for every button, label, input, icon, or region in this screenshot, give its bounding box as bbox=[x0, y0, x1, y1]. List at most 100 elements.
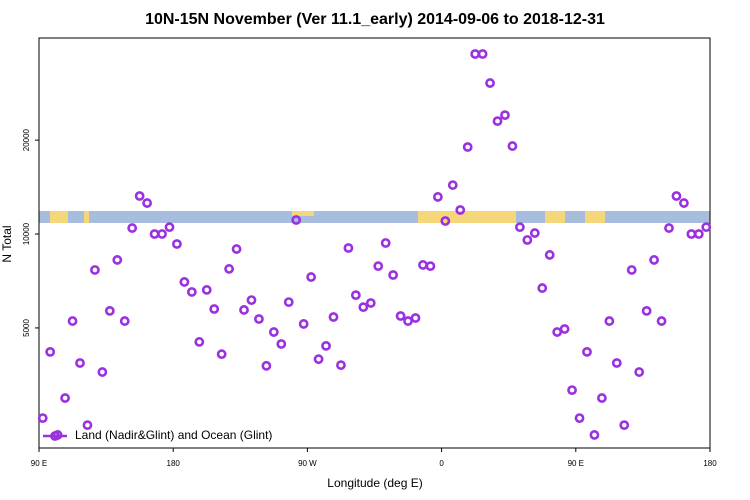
legend-label: Land (Nadir&Glint) and Ocean (Glint) bbox=[75, 428, 272, 442]
point bbox=[544, 250, 555, 260]
chart-title: 10N-15N November (Ver 11.1_early) 2014-0… bbox=[145, 11, 605, 28]
point bbox=[119, 316, 130, 326]
point bbox=[395, 311, 406, 321]
point bbox=[209, 304, 220, 314]
y-tick-label: 20000 bbox=[22, 128, 31, 151]
point bbox=[410, 313, 421, 323]
point bbox=[321, 340, 331, 351]
point bbox=[514, 222, 525, 233]
point bbox=[574, 413, 585, 423]
point bbox=[365, 298, 376, 308]
point bbox=[82, 420, 93, 431]
point bbox=[679, 198, 689, 208]
point bbox=[529, 228, 540, 238]
point bbox=[596, 393, 607, 403]
point bbox=[127, 223, 138, 233]
point bbox=[97, 367, 108, 377]
point bbox=[313, 354, 324, 365]
point bbox=[164, 222, 175, 233]
point bbox=[261, 360, 272, 371]
point bbox=[641, 305, 652, 316]
x-tick-label: 90 W bbox=[298, 459, 317, 468]
point bbox=[634, 367, 645, 377]
point bbox=[291, 215, 302, 225]
point bbox=[507, 141, 518, 151]
point bbox=[470, 49, 481, 59]
point bbox=[671, 191, 682, 201]
point bbox=[276, 339, 287, 349]
point bbox=[186, 287, 197, 297]
x-tick-label: 0 bbox=[439, 459, 444, 468]
point bbox=[358, 302, 369, 313]
point bbox=[142, 198, 153, 208]
y-tick-label: 10000 bbox=[22, 222, 31, 245]
point bbox=[350, 290, 361, 301]
point bbox=[649, 255, 659, 265]
point bbox=[619, 420, 630, 431]
point bbox=[254, 314, 264, 324]
point bbox=[216, 349, 227, 360]
point bbox=[298, 319, 309, 329]
x-tick-label: 180 bbox=[167, 459, 181, 468]
point bbox=[656, 316, 667, 326]
point bbox=[306, 272, 317, 282]
point bbox=[283, 297, 294, 308]
point bbox=[75, 358, 85, 368]
plot-frame bbox=[38, 37, 711, 449]
point bbox=[157, 229, 167, 239]
point bbox=[194, 337, 205, 347]
point bbox=[582, 346, 592, 357]
point bbox=[268, 327, 279, 337]
point bbox=[611, 358, 622, 368]
x-axis-label: Longitude (deg E) bbox=[327, 476, 422, 490]
point bbox=[418, 260, 428, 270]
point bbox=[380, 238, 391, 248]
point bbox=[403, 316, 413, 326]
point bbox=[246, 295, 257, 306]
point bbox=[455, 205, 466, 215]
point bbox=[90, 265, 100, 275]
point bbox=[37, 413, 48, 423]
point bbox=[537, 283, 548, 293]
point bbox=[440, 216, 451, 226]
point bbox=[336, 360, 346, 371]
point bbox=[231, 244, 242, 254]
point bbox=[686, 229, 697, 239]
point bbox=[425, 261, 436, 272]
point bbox=[239, 305, 249, 315]
point bbox=[559, 324, 570, 334]
point bbox=[492, 116, 503, 127]
x-tick-label: 90 E bbox=[31, 459, 47, 468]
point bbox=[701, 222, 712, 233]
point bbox=[67, 316, 78, 326]
point bbox=[626, 265, 637, 275]
point bbox=[224, 264, 235, 274]
map-strip bbox=[39, 211, 710, 223]
point bbox=[179, 277, 190, 287]
point bbox=[589, 430, 600, 440]
point bbox=[693, 229, 704, 239]
point bbox=[343, 243, 354, 253]
point bbox=[104, 305, 115, 316]
point bbox=[201, 285, 212, 295]
point bbox=[604, 316, 615, 326]
point bbox=[500, 110, 510, 121]
point bbox=[485, 78, 495, 88]
legend-swatch bbox=[50, 431, 60, 441]
point bbox=[432, 192, 443, 202]
point bbox=[172, 239, 182, 249]
point bbox=[477, 49, 488, 59]
y-tick-label: 5000 bbox=[22, 318, 31, 336]
x-tick-label: 90 E bbox=[568, 459, 584, 468]
point bbox=[328, 312, 339, 322]
point bbox=[373, 261, 384, 272]
x-tick-label: 180 bbox=[703, 459, 717, 468]
point bbox=[134, 191, 145, 201]
point bbox=[522, 235, 533, 245]
point bbox=[149, 229, 160, 239]
point bbox=[388, 270, 399, 280]
point bbox=[567, 385, 577, 395]
point bbox=[45, 346, 56, 357]
point bbox=[664, 223, 674, 233]
